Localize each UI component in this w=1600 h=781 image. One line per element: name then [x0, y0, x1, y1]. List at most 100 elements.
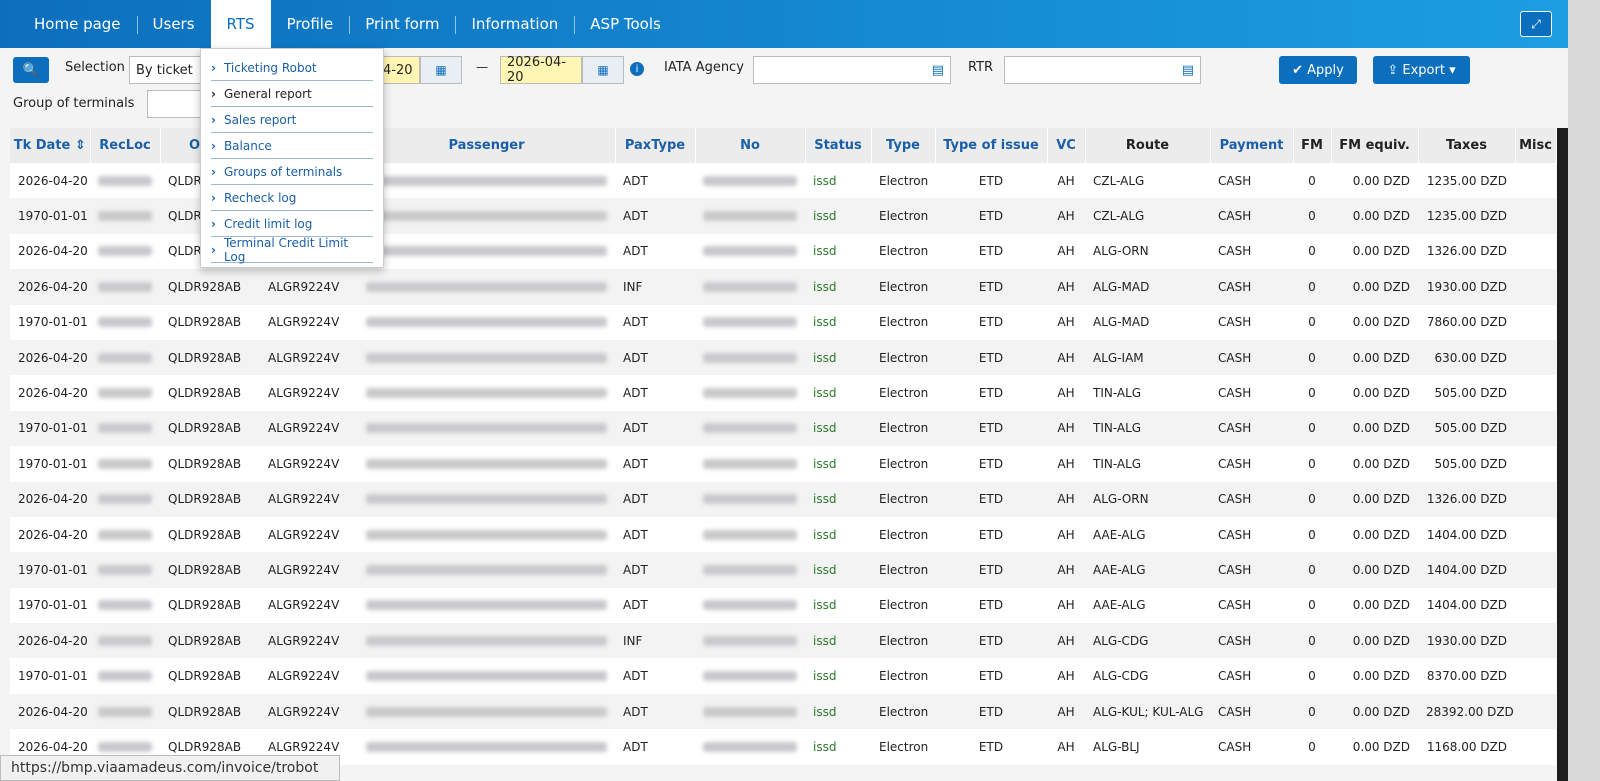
table-row[interactable]: 2026-04-20 QLDR928AB ALGR9224V INF issd Elect…	[10, 269, 1556, 305]
menu-item[interactable]: Balance	[211, 133, 373, 159]
cell: issd	[805, 198, 871, 234]
nav-item[interactable]: RTS	[210, 0, 271, 48]
obscured-cell	[358, 305, 615, 340]
group-input[interactable]	[147, 90, 207, 118]
menu-item[interactable]: General report	[211, 81, 373, 107]
rtr-input[interactable]: ▤	[1004, 56, 1201, 84]
cell: ETD	[978, 739, 1004, 754]
column-header[interactable]: Type of issue	[935, 128, 1048, 163]
nav-item[interactable]: Print form	[349, 0, 455, 48]
column-header[interactable]: FM	[1293, 128, 1332, 163]
cell: ALG-ORN	[1085, 481, 1210, 517]
menu-item[interactable]: Ticketing Robot	[211, 55, 373, 81]
caret: ▾	[1444, 62, 1456, 78]
table-row[interactable]: 2026-04-20 QLDR928AB ALGR9224V INF issd Elect…	[10, 623, 1556, 659]
iata-input[interactable]: ▤	[753, 56, 951, 84]
nav-item[interactable]: Users	[136, 0, 211, 48]
column-header[interactable]: PaxType	[615, 128, 696, 163]
cell: 1970-01-01	[18, 669, 88, 684]
cell: 0.00 DZD	[1331, 693, 1418, 730]
nav-item[interactable]: Profile	[286, 15, 334, 33]
obscured-cell	[90, 269, 160, 305]
search-button[interactable]: 🔍	[13, 57, 49, 83]
scrollbar[interactable]	[1557, 128, 1568, 781]
menu-item[interactable]: Sales report	[211, 107, 373, 133]
cell	[1515, 658, 1556, 693]
cell: ADT	[615, 410, 695, 447]
cell	[1515, 693, 1556, 730]
cell: 505.00 DZD	[1434, 386, 1507, 401]
cell: 0	[1308, 669, 1316, 684]
column-header[interactable]: No	[695, 128, 806, 163]
blurred-text	[98, 281, 152, 292]
column-header[interactable]: Passenger	[358, 128, 616, 163]
cell: ETD	[935, 339, 1047, 376]
column-header[interactable]: FM equiv.	[1331, 128, 1419, 163]
cell: QLDR928AB	[160, 552, 260, 588]
column-header[interactable]: Status	[805, 128, 872, 163]
expand-button[interactable]: ⤢	[1520, 11, 1552, 37]
blurred-text	[366, 494, 607, 505]
nav-item[interactable]: Home page	[34, 15, 121, 33]
cell: ADT	[615, 339, 695, 376]
obscured-cell	[90, 658, 160, 693]
obscured-cell	[695, 693, 805, 730]
menu-item[interactable]: Recheck log	[211, 185, 373, 211]
cell: CASH	[1210, 623, 1293, 659]
cell: 1235.00 DZD	[1418, 198, 1515, 234]
info-icon[interactable]: i	[630, 62, 644, 76]
cell: ETD	[978, 315, 1004, 330]
column-header[interactable]: Route	[1085, 128, 1211, 163]
cell: ALGR9224V	[268, 598, 340, 613]
cell: 7860.00 DZD	[1426, 315, 1507, 330]
export-button[interactable]: ⇪ Export ▾	[1373, 56, 1470, 84]
cell: ETD	[978, 386, 1004, 401]
obscured-cell	[358, 552, 615, 588]
blurred-text	[98, 741, 152, 752]
column-header[interactable]: Tk Date ⇕	[10, 128, 91, 163]
date-to[interactable]: 2026-04-20	[500, 55, 582, 85]
blurred-text	[366, 564, 607, 575]
cell	[1515, 552, 1556, 588]
column-header[interactable]: Taxes	[1418, 128, 1516, 163]
cell: 0.00 DZD	[1352, 598, 1410, 613]
calendar-button[interactable]: ▦	[420, 56, 462, 84]
cell: AH	[1047, 623, 1085, 659]
cell: ADT	[623, 669, 648, 684]
column-header[interactable]: Misc	[1515, 128, 1557, 163]
nav-item[interactable]: Information	[455, 0, 574, 48]
obscured-cell	[90, 339, 160, 376]
cell	[1515, 517, 1556, 552]
calendar-button[interactable]: ▦	[582, 56, 624, 84]
menu-item[interactable]: Groups of terminals	[211, 159, 373, 185]
column-header[interactable]: Payment	[1210, 128, 1294, 163]
menu-item[interactable]: Terminal Credit Limit Log	[211, 236, 373, 264]
column-header[interactable]: VC	[1047, 128, 1086, 163]
selection-select[interactable]: By ticket	[129, 56, 209, 84]
cell: 2026-04-20	[18, 244, 88, 259]
apply-button[interactable]: ✔ Apply	[1279, 56, 1357, 84]
cell: CASH	[1210, 693, 1293, 730]
cell: 1970-01-01	[10, 552, 90, 588]
cell: Electron	[871, 693, 935, 730]
menu-item[interactable]: Credit limit log	[211, 211, 373, 237]
cell: ETD	[935, 269, 1047, 305]
nav-item[interactable]: ASP Tools	[574, 0, 677, 48]
cell: QLDR928AB	[160, 481, 260, 517]
cell: 1930.00 DZD	[1418, 623, 1515, 659]
column-header[interactable]: Type	[871, 128, 936, 163]
cell: Electron	[879, 739, 929, 754]
column-header[interactable]: RecLoc	[90, 128, 161, 163]
